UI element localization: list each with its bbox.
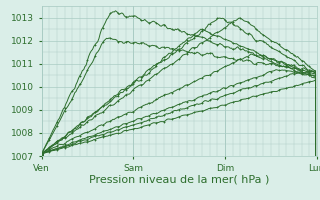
X-axis label: Pression niveau de la mer( hPa ): Pression niveau de la mer( hPa ) <box>89 174 269 184</box>
